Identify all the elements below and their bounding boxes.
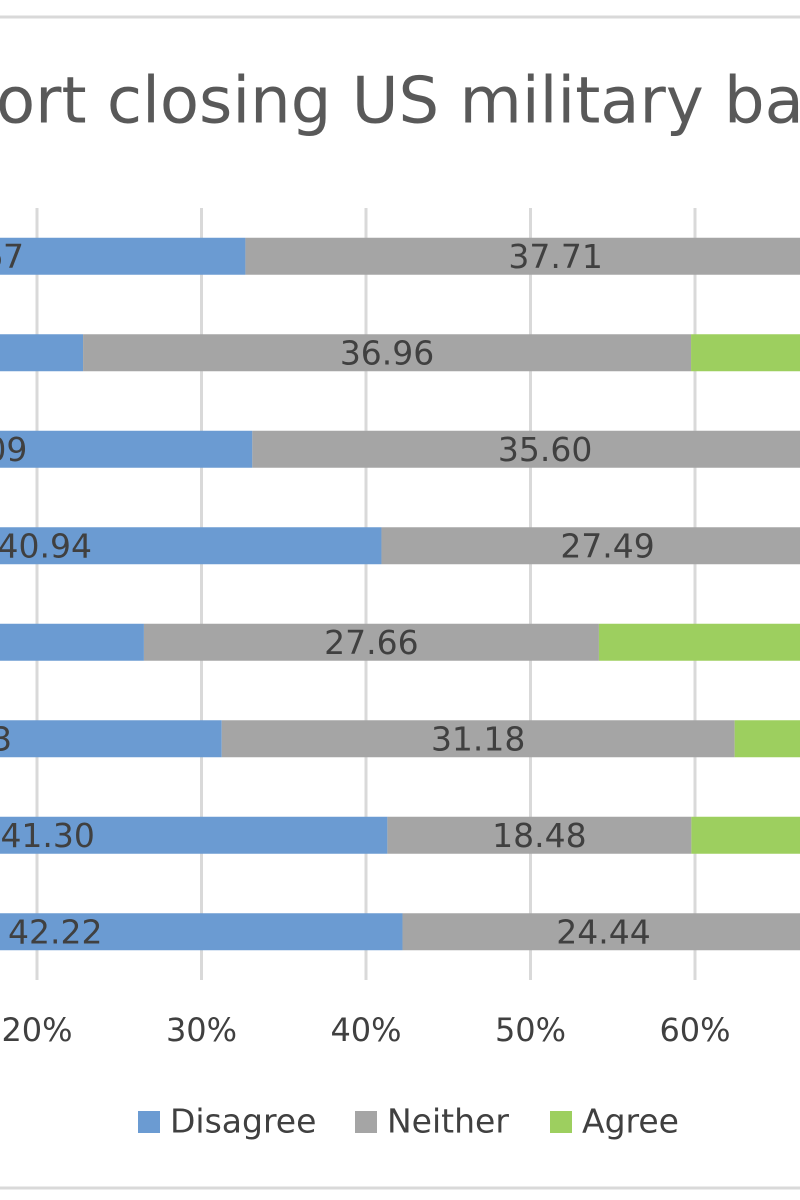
data-label: 32.67	[0, 237, 24, 276]
data-label: 35.60	[498, 430, 592, 469]
bar-segment	[387, 816, 692, 854]
legend-swatch	[138, 1111, 160, 1133]
legend-label: Disagree	[170, 1102, 316, 1141]
bar-segment	[691, 334, 800, 372]
bar-segment	[0, 623, 144, 661]
bar-segment	[0, 527, 382, 565]
bar-segment	[143, 623, 599, 661]
chart-title: ort closing US military bas	[0, 65, 800, 139]
bar-segment	[83, 334, 692, 372]
bar-segment	[0, 913, 403, 951]
data-label: 18.48	[492, 816, 586, 855]
bar-segment	[221, 720, 735, 758]
bar-segment	[0, 430, 253, 468]
legend-swatch	[550, 1111, 572, 1133]
data-label: 27.49	[560, 526, 654, 565]
x-tick-label: 50%	[495, 1011, 566, 1049]
x-tick-label: 40%	[330, 1011, 401, 1049]
legend-label: Agree	[582, 1102, 679, 1141]
bar-segment	[734, 720, 800, 758]
bar-segment	[0, 237, 246, 275]
legend-swatch	[355, 1111, 377, 1133]
bar-segment	[598, 623, 800, 661]
bar-segment	[402, 913, 800, 951]
data-label: 33.09	[0, 430, 27, 469]
bar-segment	[245, 237, 800, 275]
bar-segment	[0, 816, 388, 854]
legend-label: Neither	[387, 1102, 509, 1141]
data-label: 37.71	[508, 237, 602, 276]
data-label: 42.22	[8, 912, 102, 951]
data-label: 27.66	[324, 623, 418, 662]
bar-segment	[252, 430, 800, 468]
x-tick-label: 30%	[166, 1011, 237, 1049]
data-label: 24.44	[556, 912, 650, 951]
bar-segment	[691, 816, 800, 854]
bar-segment	[0, 720, 222, 758]
data-label: 31.18	[431, 719, 525, 758]
data-label: 40.94	[0, 526, 92, 565]
data-label: 31.23	[0, 719, 12, 758]
bar-segment	[381, 527, 800, 565]
data-label: 36.96	[340, 333, 434, 372]
x-tick-label: 20%	[1, 1011, 72, 1049]
bar-segment	[0, 334, 84, 372]
data-label: 41.30	[0, 816, 94, 855]
x-tick-label: 60%	[659, 1011, 730, 1049]
